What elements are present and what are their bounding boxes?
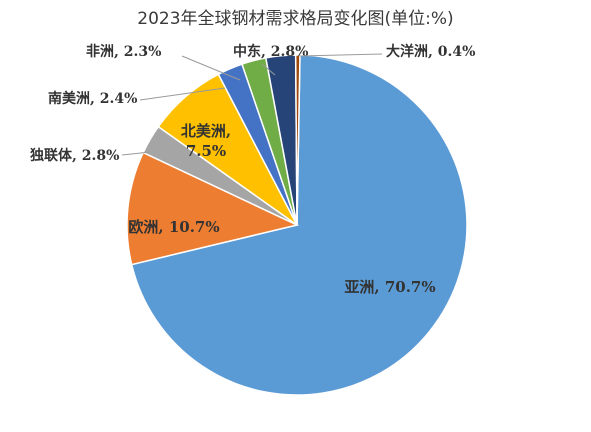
- slice-label-7: 中东, 2.8%: [233, 43, 308, 60]
- leader-line-8: [299, 53, 383, 57]
- leader-line-7: [261, 63, 276, 76]
- pie-slice-2: [126, 151, 300, 266]
- slice-label-2: 欧洲, 10.7%: [128, 218, 219, 236]
- leader-line-3: [121, 151, 151, 156]
- leader-line-6: [181, 55, 241, 81]
- slice-label-5: 南美洲, 2.4%: [48, 90, 137, 107]
- chart-title: 2023年全球钢材需求格局变化图(单位:%): [137, 9, 454, 29]
- slice-label-1: 亚洲, 70.7%: [344, 278, 435, 296]
- slice-label-8: 大洋洲, 0.4%: [386, 43, 475, 60]
- slice-label-6: 非洲, 2.3%: [86, 43, 161, 60]
- leader-line-5: [139, 87, 226, 101]
- pie-slice-8: [294, 54, 301, 226]
- slice-label-3: 独联体, 2.8%: [30, 147, 119, 164]
- pie-slice-1: [130, 54, 468, 396]
- slice-label-4: 北美洲, 7.5%: [181, 122, 231, 160]
